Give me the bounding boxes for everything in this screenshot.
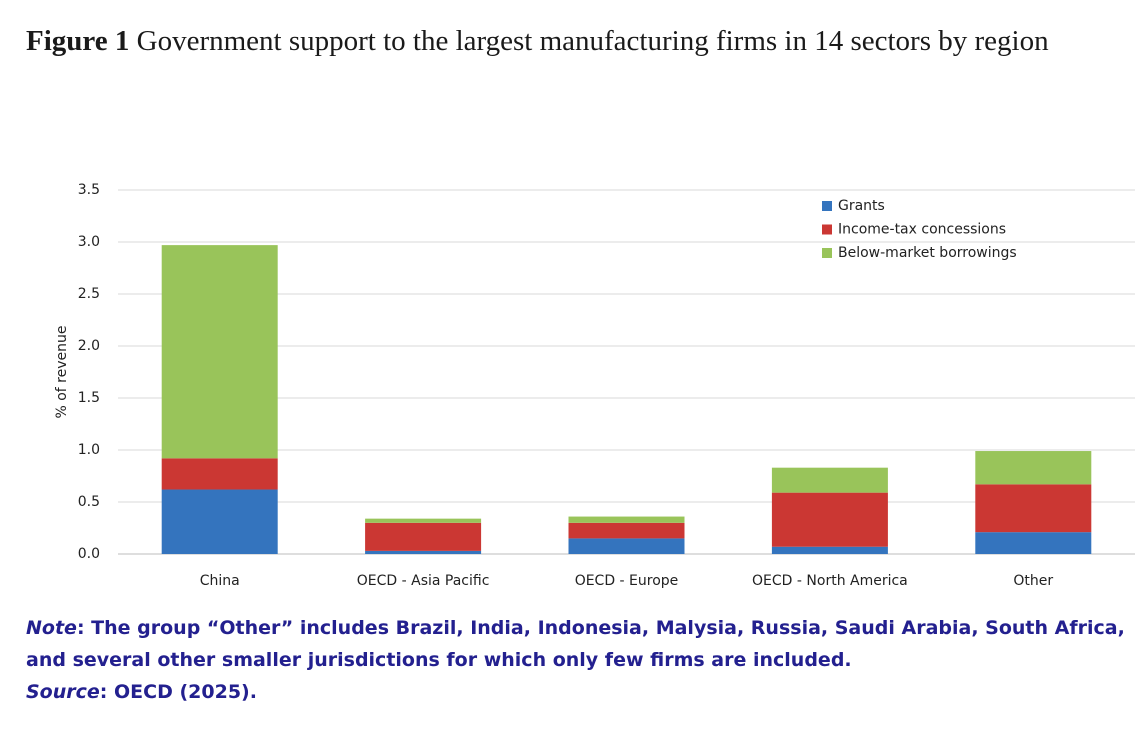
bar-segment (161, 245, 278, 459)
y-axis-label: % of revenue (54, 325, 70, 418)
x-tick-label: OECD - Europe (575, 573, 679, 589)
bar-segment (771, 492, 888, 547)
bar-segment (568, 516, 685, 523)
note-text: : The group “Other” includes Brazil, Ind… (26, 617, 1125, 671)
notes: Note: The group “Other” includes Brazil,… (26, 612, 1126, 708)
legend-label: Income-tax concessions (838, 222, 1006, 238)
bar-segment (365, 518, 482, 523)
y-tick-label: 2.0 (78, 338, 100, 354)
y-tick-label: 0.5 (78, 494, 100, 510)
y-tick-label: 3.5 (78, 182, 100, 198)
y-tick-label: 1.5 (78, 390, 100, 406)
bar-segment (771, 467, 888, 493)
bar-segment (975, 532, 1092, 554)
source-text: : OECD (2025). (99, 681, 257, 703)
legend-label: Grants (838, 198, 885, 214)
bar-segment (975, 451, 1092, 485)
source-label: Source (26, 681, 100, 703)
bar-segment (568, 522, 685, 539)
legend-label: Below-market borrowings (838, 245, 1017, 261)
bar-segment (161, 458, 278, 490)
y-tick-label: 1.0 (78, 442, 100, 458)
x-tick-label: OECD - Asia Pacific (357, 573, 490, 589)
bar-segment (365, 522, 482, 551)
bar-segment (161, 489, 278, 554)
x-tick-label: Other (1013, 573, 1053, 589)
legend-swatch (822, 248, 832, 258)
bar-segment (975, 484, 1092, 533)
chart-title: Figure 1 Government support to the large… (26, 18, 1126, 64)
y-tick-label: 0.0 (78, 546, 100, 562)
title-text: Government support to the largest manufa… (136, 25, 1049, 57)
source: Source: OECD (2025). (26, 676, 1126, 708)
x-tick-label: OECD - North America (752, 573, 908, 589)
legend-swatch (822, 201, 832, 211)
figure-label: Figure 1 (26, 25, 130, 57)
note: Note: The group “Other” includes Brazil,… (26, 612, 1126, 676)
y-tick-label: 3.0 (78, 234, 100, 250)
y-tick-label: 2.5 (78, 286, 100, 302)
bar-segment (365, 550, 482, 554)
note-label: Note (26, 617, 77, 639)
x-tick-label: China (200, 573, 240, 589)
legend-swatch (822, 224, 832, 235)
bar-segment (771, 546, 888, 554)
bar-segment (568, 538, 685, 554)
